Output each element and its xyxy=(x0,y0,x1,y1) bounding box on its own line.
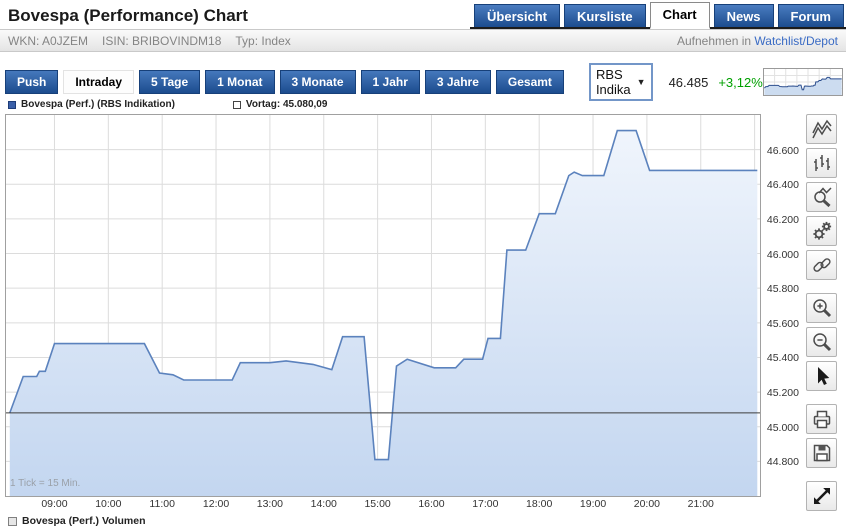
line-chart-icon xyxy=(811,119,832,139)
tab-übersicht[interactable]: Übersicht xyxy=(474,4,560,27)
y-tick-46.200: 46.200 xyxy=(766,213,799,226)
y-tick-46.600: 46.600 xyxy=(766,144,799,157)
tab-forum[interactable]: Forum xyxy=(777,4,844,27)
fullscreen-icon xyxy=(813,488,830,504)
plot-wrap: 1 Tick = 15 Min. 09:00 10:00 11:00 12:00 13:… xyxy=(5,114,761,527)
y-tick-45.000: 45.000 xyxy=(766,421,799,434)
chart-legend: Bovespa (Perf.) (RBS Indikation) Vortag: … xyxy=(0,96,846,113)
instrument-id-2: Typ: Index xyxy=(235,33,291,48)
tick-interval-note: 1 Tick = 15 Min. xyxy=(10,478,81,489)
save-icon xyxy=(813,444,830,462)
x-tick-12:00: 12:00 xyxy=(202,498,230,510)
print-icon xyxy=(813,410,830,429)
fullscreen-tool-button[interactable] xyxy=(806,481,837,511)
instrument-id-0: WKN: A0JZEM xyxy=(8,33,89,48)
legend-label-1: Vortag: 45.080,09 xyxy=(245,99,328,110)
x-tick-18:00: 18:00 xyxy=(526,498,553,510)
x-tick-21:00: 21:00 xyxy=(687,498,714,510)
range-button-1-jahr[interactable]: 1 Jahr xyxy=(360,70,420,94)
save-tool-button[interactable] xyxy=(806,438,837,468)
watchlist-depot-link[interactable]: Watchlist/Depot xyxy=(754,33,838,48)
line-chart-tool-button[interactable] xyxy=(806,114,837,144)
volume-legend: Bovespa (Perf.) Volumen xyxy=(5,515,761,527)
y-axis-labels: 46.600 46.400 46.200 46.000 45.800 45.600 45.4… xyxy=(761,114,803,497)
range-button-1-monat[interactable]: 1 Monat xyxy=(205,70,275,94)
chart-magnifier-tool-button[interactable] xyxy=(806,182,837,212)
chevron-down-icon: ▼ xyxy=(636,77,646,87)
tab-news[interactable]: News xyxy=(713,4,774,27)
x-tick-14:00: 14:00 xyxy=(310,498,337,510)
legend-label-0: Bovespa (Perf.) (RBS Indikation) xyxy=(21,99,175,110)
legend-item-0[interactable]: Bovespa (Perf.) (RBS Indikation) xyxy=(8,99,175,110)
tab-bar: Übersicht Kursliste Chart News Forum xyxy=(470,2,846,29)
price-chart[interactable]: 1 Tick = 15 Min. xyxy=(5,114,761,497)
legend-swatch-0 xyxy=(8,100,16,109)
range-button-intraday[interactable]: Intraday xyxy=(63,70,135,94)
zoom-in-tool-button[interactable] xyxy=(806,293,837,323)
watchlist-prefix-label: Aufnehmen in xyxy=(677,33,752,48)
y-tick-46.400: 46.400 xyxy=(766,179,799,192)
x-tick-17:00: 17:00 xyxy=(472,498,499,510)
legend-swatch-1 xyxy=(232,100,241,109)
range-button-gesamt[interactable]: Gesamt xyxy=(495,70,564,94)
tab-chart[interactable]: Chart xyxy=(649,2,710,29)
quote-change: +3,12% xyxy=(718,74,763,90)
range-button-5-tage[interactable]: 5 Tage xyxy=(139,70,201,94)
cursor-tool-button[interactable] xyxy=(806,361,837,391)
x-tick-19:00: 19:00 xyxy=(579,498,607,510)
settings-tool-button[interactable] xyxy=(806,216,837,246)
push-button[interactable]: Push xyxy=(5,70,59,94)
chart-toolbar: Push Intraday 5 Tage 1 Monat 3 Monate 1 Jahr… xyxy=(0,63,846,101)
zoom-in-icon xyxy=(812,299,831,318)
y-tick-45.200: 45.200 xyxy=(766,387,799,400)
tab-kursliste[interactable]: Kursliste xyxy=(563,4,646,27)
zoom-out-icon xyxy=(812,333,831,352)
x-tick-13:00: 13:00 xyxy=(256,498,284,510)
print-tool-button[interactable] xyxy=(806,404,837,434)
link-icon xyxy=(812,258,831,272)
x-tick-09:00: 09:00 xyxy=(41,498,68,510)
range-buttons: Intraday 5 Tage 1 Monat 3 Monate 1 Jahr 3 Jah… xyxy=(63,70,569,94)
y-tick-46.000: 46.000 xyxy=(766,248,799,261)
instrument-info-bar: WKN: A0JZEM ISIN: BRIBOVINDM18 Typ: Index … xyxy=(0,29,846,52)
y-tick-45.400: 45.400 xyxy=(766,352,799,365)
y-tick-45.600: 45.600 xyxy=(766,317,799,330)
mini-chart: 48.000 44.000 xyxy=(762,68,846,96)
volume-legend-swatch xyxy=(8,516,17,526)
ohlc-bars-icon xyxy=(813,155,830,171)
chart-tools-sidebar xyxy=(806,114,840,515)
y-tick-45.800: 45.800 xyxy=(766,283,799,296)
x-axis-labels: 09:00 10:00 11:00 12:00 13:00 14:00 15:00 16:00… xyxy=(5,498,761,512)
zoom-out-tool-button[interactable] xyxy=(806,327,837,357)
indicator-select-value: RBS Indika xyxy=(595,67,631,97)
volume-legend-label: Bovespa (Perf.) Volumen xyxy=(22,515,146,527)
range-button-3-jahre[interactable]: 3 Jahre xyxy=(424,70,491,94)
header: Bovespa (Performance) Chart Übersicht Kur… xyxy=(0,0,846,29)
cursor-icon xyxy=(817,367,829,385)
mini-chart-plot xyxy=(762,68,843,96)
quote-last: 46.485 xyxy=(668,74,709,90)
price-chart-canvas xyxy=(6,115,760,496)
settings-icon xyxy=(812,221,831,240)
link-tool-button[interactable] xyxy=(806,250,837,280)
quote: 46.485 +3,12% xyxy=(669,75,763,90)
instrument-id-1: ISIN: BRIBOVINDM18 xyxy=(102,33,222,48)
x-tick-20:00: 20:00 xyxy=(633,498,661,510)
ohlc-bars-tool-button[interactable] xyxy=(806,148,837,178)
chart-magnifier-icon xyxy=(813,187,832,208)
instrument-identifiers: WKN: A0JZEM ISIN: BRIBOVINDM18 Typ: Index xyxy=(8,34,305,48)
chart-region: 1 Tick = 15 Min. 09:00 10:00 11:00 12:00 13:… xyxy=(0,114,846,527)
x-tick-10:00: 10:00 xyxy=(95,498,122,510)
watchlist-action: Aufnehmen in Watchlist/Depot xyxy=(677,34,838,48)
range-button-3-monate[interactable]: 3 Monate xyxy=(279,70,356,94)
y-tick-44.800: 44.800 xyxy=(766,456,799,469)
x-tick-15:00: 15:00 xyxy=(364,498,391,510)
x-tick-11:00: 11:00 xyxy=(149,498,175,510)
indicator-select[interactable]: RBS Indika ▼ xyxy=(588,63,653,101)
x-tick-16:00: 16:00 xyxy=(418,498,445,510)
legend-item-1[interactable]: Vortag: 45.080,09 xyxy=(232,99,328,110)
page-title: Bovespa (Performance) Chart xyxy=(8,6,248,25)
